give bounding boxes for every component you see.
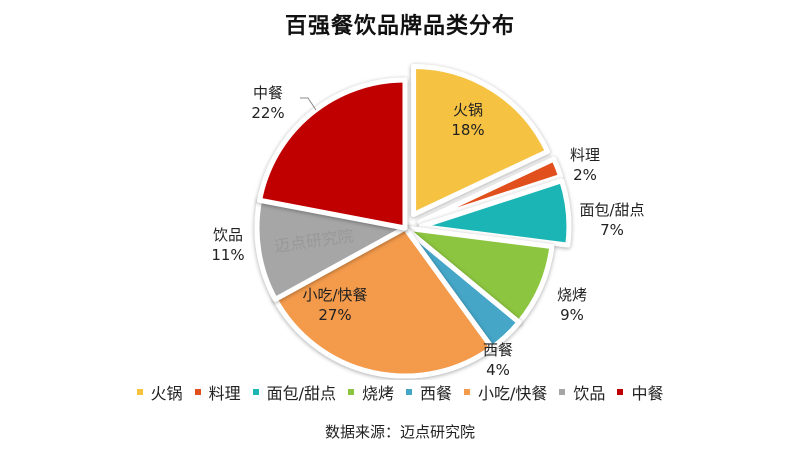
slice-label-value: 9% [560,306,584,324]
pie-slice [418,178,572,248]
legend-label: 中餐 [631,384,664,403]
legend-item: 料理 [194,380,241,404]
slice-labels: 火锅 18% 料理 2% 面包/甜点 7% 烧烤 9% 西餐 4% 小吃/快餐 27% 饮品 11% 中餐 2… [211,84,644,379]
slice-label-name: 西餐 [483,341,513,359]
legend-swatch-icon [252,389,259,395]
slice-label-name: 小吃/快餐 [302,286,367,304]
pie-slices [254,63,572,379]
pie-slice [272,225,495,379]
legend-item: 西餐 [406,380,452,404]
slice-label-name: 烧烤 [557,286,587,304]
slice-label-value: 18% [451,121,484,139]
slice-label-value: 11% [211,246,244,264]
slice-label-value: 22% [251,104,284,122]
legend-swatch-icon [136,389,143,395]
pie-slice [411,63,550,217]
legend-item: 小吃/快餐 [464,380,547,404]
pie-slice [254,197,408,302]
legend-label: 饮品 [573,384,606,403]
legend-label: 料理 [208,384,241,403]
chart-legend: 火锅 料理 面包/甜点 烧烤 西餐 小吃/快餐 饮品 中餐 [0,380,800,404]
slice-label-name: 料理 [570,146,600,164]
chart-title: 百强餐饮品牌品类分布 [284,14,515,39]
legend-swatch-icon [194,389,201,395]
legend-label: 小吃/快餐 [478,384,548,403]
pie-slice [417,156,564,225]
legend-label: 火锅 [150,384,183,403]
pie-slice [257,77,408,231]
legend-swatch-icon [406,389,412,395]
data-source-note: 数据来源：迈点研究院 [324,423,475,441]
legend-item: 火锅 [136,380,183,404]
slice-label-value: 2% [573,166,597,184]
legend-label: 面包/甜点 [266,384,336,403]
legend-item: 中餐 [617,380,663,404]
slice-label-name: 中餐 [253,84,283,102]
slice-label-value: 7% [600,221,624,239]
pie-chart: 火锅 18% 料理 2% 面包/甜点 7% 烧烤 9% 西餐 4% 小吃/快餐 27% 饮品 11% 中餐 2… [211,63,645,379]
leader-line [300,97,317,111]
slice-label-name: 面包/甜点 [579,201,644,219]
slice-label-value: 27% [318,306,351,324]
slice-label-name: 饮品 [213,226,243,244]
legend-item: 烧烤 [347,380,394,404]
slice-label-name: 火锅 [453,101,483,119]
legend-label: 西餐 [420,384,453,403]
legend-swatch-icon [559,389,566,395]
legend-item: 面包/甜点 [252,380,336,404]
legend-swatch-icon [464,389,471,395]
legend-swatch-icon [347,389,354,395]
legend-swatch-icon [617,389,624,395]
legend-item: 饮品 [559,380,605,404]
legend-label: 烧烤 [361,384,394,403]
slice-label-value: 4% [486,361,510,379]
